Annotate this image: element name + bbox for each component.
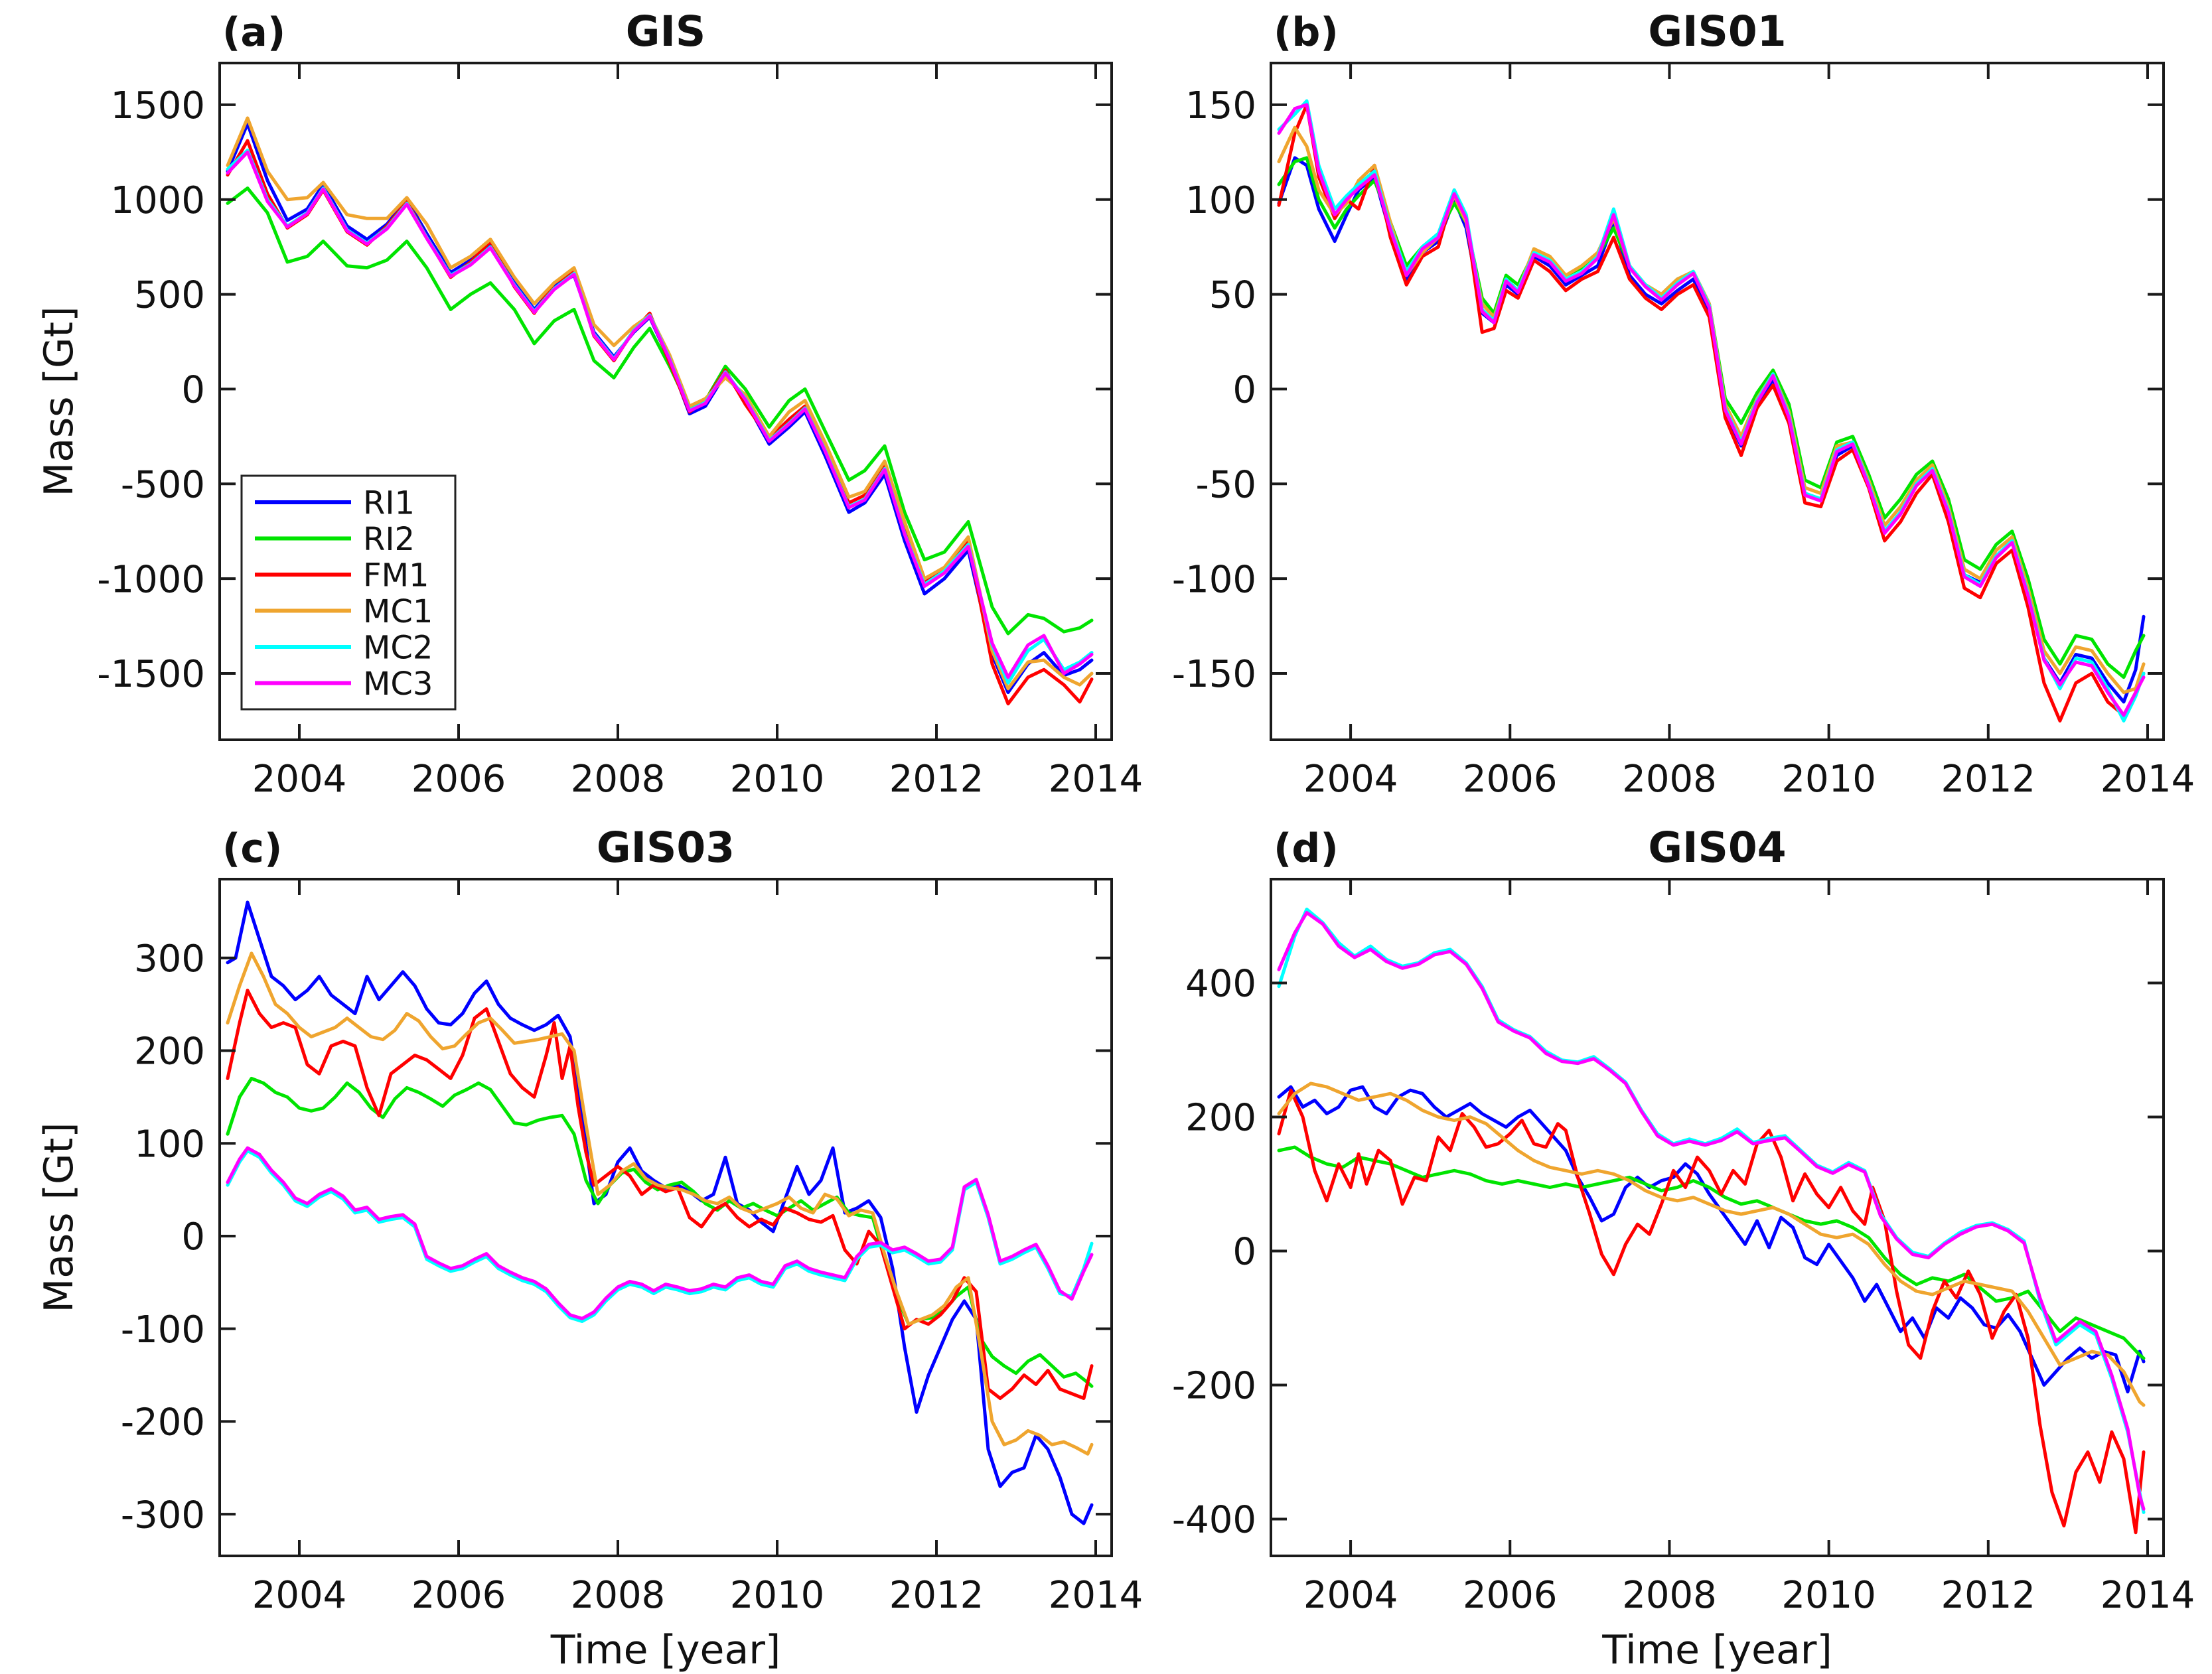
panel-GIS04: 2004 2006 2008 2010 2012 2014 400 200 0 -200 -400 (…	[1172, 823, 2195, 1673]
x-tick-label: 2008	[1622, 758, 1717, 801]
x-tick-label: 2014	[2101, 1574, 2195, 1617]
y-axis-label-c: Mass [Gt]	[36, 1123, 82, 1313]
x-tick-label: 2010	[730, 758, 825, 801]
series-FM1-line	[226, 989, 1094, 1400]
x-tick-label: 2014	[1049, 1574, 1143, 1617]
series-MC3-line	[226, 150, 1094, 679]
y-tick-label: 0	[1232, 369, 1256, 412]
series-MC1-line	[226, 951, 1094, 1456]
panel-title-d: GIS04	[1648, 823, 1786, 872]
y-tick-label: -100	[121, 1308, 205, 1352]
x-tick-label: 2006	[1463, 758, 1558, 801]
x-tick-label: 2014	[1049, 758, 1143, 801]
plot-area-c	[226, 900, 1094, 1525]
y-tick-label: -500	[121, 463, 205, 506]
y-tick-label: 0	[181, 1216, 205, 1259]
x-tick-label: 2010	[1781, 1574, 1876, 1617]
panel-title-a: GIS	[626, 7, 706, 56]
x-tick-label: 2010	[1781, 758, 1876, 801]
y-tick-label: 0	[181, 369, 205, 412]
panel-GIS: 2004 2006 2008 2010 2012 2014 1500 1000 500 0 -500…	[36, 7, 1143, 801]
x-tick-label: 2006	[411, 758, 506, 801]
y-tick-label: -50	[1196, 463, 1256, 506]
y-tick-label: 300	[134, 938, 205, 981]
series-RI2-line	[1277, 1145, 2146, 1360]
series-MC3-line	[226, 1146, 1094, 1320]
axes-box-d	[1270, 878, 2165, 1557]
y-tick-label: 200	[1185, 1097, 1256, 1140]
y-axis-label-a: Mass [Gt]	[36, 307, 82, 497]
panel-title-c: GIS03	[597, 823, 735, 872]
y-tick-label: -150	[1172, 653, 1256, 696]
y-tick-label: 200	[134, 1030, 205, 1074]
plot-area-a	[226, 116, 1094, 706]
series-MC1-line	[1277, 1081, 2146, 1407]
y-tick-label: 50	[1209, 274, 1256, 317]
x-tick-label: 2008	[571, 758, 666, 801]
y-tick-label: -100	[1172, 558, 1256, 601]
y-tick-label: 100	[1185, 179, 1256, 222]
y-tick-label: 400	[1185, 963, 1256, 1006]
legend-label-RI2: RI2	[363, 521, 415, 558]
y-tick-label: 1000	[110, 179, 205, 222]
legend-label-FM1: FM1	[363, 557, 429, 594]
x-tick-label: 2010	[730, 1574, 825, 1617]
legend-label-MC2: MC2	[363, 629, 433, 666]
plot-area-b	[1277, 99, 2146, 723]
x-tick-label: 2004	[252, 1574, 347, 1617]
y-tick-label: -400	[1172, 1499, 1256, 1542]
x-tick-label: 2008	[571, 1574, 666, 1617]
x-tick-label: 2008	[1622, 1574, 1717, 1617]
x-tick-label: 2012	[1941, 1574, 2036, 1617]
panel-title-b: GIS01	[1648, 7, 1786, 56]
series-MC3-line	[1277, 103, 2146, 717]
legend-label-MC1: MC1	[363, 593, 433, 630]
y-tick-label: -200	[121, 1401, 205, 1444]
axes-box-c	[218, 878, 1113, 1557]
x-tick-label: 2004	[252, 758, 347, 801]
series-MC2-line	[226, 1149, 1094, 1323]
y-tick-label: -300	[121, 1494, 205, 1537]
panel-letter-d: (d)	[1274, 825, 1339, 872]
panel-letter-b: (b)	[1274, 9, 1339, 56]
legend-label-MC3: MC3	[363, 665, 433, 703]
x-axis-label-c: Time [year]	[550, 1627, 781, 1673]
series-RI1-line	[1277, 1085, 2146, 1394]
legend-box	[240, 474, 457, 711]
series-FM1-line	[1277, 1088, 2146, 1535]
series-FM1-line	[1277, 103, 2146, 723]
y-tick-label: 500	[134, 274, 205, 317]
x-tick-label: 2014	[2101, 758, 2195, 801]
series-MC3-line	[1277, 911, 2146, 1511]
x-tick-label: 2012	[1941, 758, 2036, 801]
x-tick-label: 2006	[411, 1574, 506, 1617]
y-tick-label: -1500	[97, 653, 205, 696]
y-tick-label: 150	[1185, 84, 1256, 127]
y-tick-label: -200	[1172, 1365, 1256, 1408]
plot-area-d	[1277, 907, 2146, 1535]
y-tick-label: -1000	[97, 558, 205, 601]
x-tick-label: 2012	[889, 1574, 984, 1617]
x-tick-label: 2004	[1303, 758, 1398, 801]
x-axis-label-d: Time [year]	[1601, 1627, 1832, 1673]
panel-GIS03: 2004 2006 2008 2010 2012 2014 300 200 100 0 -100 -2…	[36, 823, 1143, 1673]
panel-letter-c: (c)	[222, 825, 282, 872]
legend-label-RI1: RI1	[363, 484, 415, 522]
x-tick-label: 2006	[1463, 1574, 1558, 1617]
y-tick-label: 0	[1232, 1231, 1256, 1274]
axes-box-a	[218, 62, 1113, 741]
axes-box-b	[1270, 62, 2165, 741]
panel-GIS01: 2004 2006 2008 2010 2012 2014 150 100 50 0 -50 -100…	[1172, 7, 2195, 801]
y-tick-label: 100	[134, 1123, 205, 1166]
x-tick-label: 2012	[889, 758, 984, 801]
x-tick-label: 2004	[1303, 1574, 1398, 1617]
panel-letter-a: (a)	[222, 9, 285, 56]
y-tick-label: 1500	[110, 84, 205, 127]
